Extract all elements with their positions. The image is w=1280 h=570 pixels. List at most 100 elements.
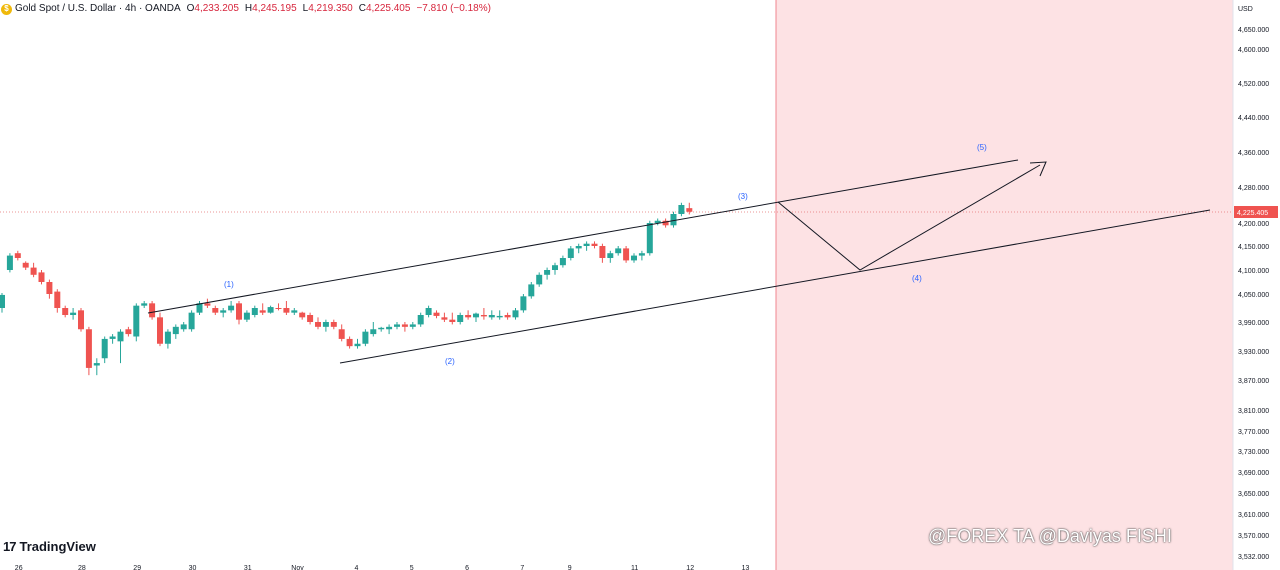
candle-body — [417, 315, 424, 325]
candle-body — [180, 324, 187, 330]
time-tick-label: 29 — [133, 565, 141, 570]
trend-channel — [147, 159, 1211, 364]
candle-body — [457, 315, 464, 322]
candle-body — [38, 272, 45, 282]
wave-labels: (1) (2) (3) (4) (5) — [224, 143, 987, 366]
low-value: 4,219.350 — [308, 3, 353, 14]
candle-body — [504, 315, 511, 318]
candle-body — [394, 324, 400, 327]
candle-body — [164, 331, 171, 344]
wave-label-1: (1) — [224, 280, 234, 289]
price-tick-label: 4,520.000 — [1238, 81, 1269, 88]
channel-upper-line — [147, 159, 1019, 314]
candle-body — [552, 265, 558, 270]
time-axis[interactable]: 26 28 29 30 31 Nov 4 5 6 7 9 11 12 13 — [15, 565, 750, 570]
price-tick-label: 4,150.000 — [1238, 244, 1269, 251]
candle-body — [346, 338, 353, 347]
price-tick-label: 3,990.000 — [1238, 320, 1269, 327]
last-price-badge — [1234, 206, 1278, 218]
candle-body — [141, 303, 148, 306]
projection-arrowhead — [1029, 161, 1047, 177]
candle-body — [196, 303, 203, 313]
price-tick-label: 4,280.000 — [1238, 185, 1269, 192]
candle-body — [441, 317, 448, 320]
price-tick-label: 3,730.000 — [1238, 449, 1269, 456]
candle-body — [188, 312, 195, 330]
candle-body — [46, 282, 53, 294]
symbol-header: $ Gold Spot / U.S. Dollar · 4h · OANDA O… — [0, 2, 491, 16]
candle-body — [70, 312, 77, 315]
candle-body — [544, 270, 551, 275]
change-value: −7.810 (−0.18%) — [416, 3, 491, 14]
candle-body — [93, 363, 100, 366]
candle-body — [615, 248, 622, 254]
candle-body — [212, 308, 219, 313]
candle-body — [85, 329, 92, 368]
candle-body — [559, 258, 566, 266]
candle-body — [315, 322, 321, 327]
time-tick-label: 11 — [631, 565, 638, 570]
price-tick-label: 3,930.000 — [1238, 349, 1269, 356]
time-tick-label: 12 — [686, 565, 694, 570]
time-tick-label: 6 — [465, 565, 469, 570]
price-axis[interactable]: 4,650.000 4,600.000 4,520.000 4,440.000 4,36… — [1238, 27, 1269, 561]
candle-body — [54, 291, 61, 308]
time-tick-label: 13 — [742, 565, 750, 570]
wave-label-5: (5) — [977, 143, 987, 152]
candle-body — [678, 205, 685, 214]
wave-label-2: (2) — [445, 357, 455, 366]
candle-body — [322, 322, 329, 327]
price-tick-label: 3,650.000 — [1238, 491, 1269, 498]
tradingview-logo[interactable]: 17 TradingView — [3, 539, 96, 554]
candle-body — [370, 329, 377, 335]
candle-body — [528, 284, 535, 297]
symbol-title[interactable]: Gold Spot / U.S. Dollar · 4h · OANDA — [15, 3, 181, 14]
high-value: 4,245.195 — [252, 3, 297, 14]
candle-body — [330, 322, 337, 327]
time-tick-label: 28 — [78, 565, 86, 570]
candle-body — [78, 310, 84, 330]
candle-body — [14, 253, 21, 258]
open-value: 4,233.205 — [194, 3, 239, 14]
gold-coin-icon: $ — [1, 3, 12, 15]
price-tick-label: 3,690.000 — [1238, 470, 1269, 477]
price-tick-label: 3,570.000 — [1238, 533, 1269, 540]
candle-body — [409, 324, 416, 327]
price-tick-label: 4,600.000 — [1238, 47, 1269, 54]
candle-body — [583, 243, 590, 246]
candle-body — [623, 248, 630, 261]
candle-body — [172, 326, 179, 335]
close-value: 4,225.405 — [365, 3, 411, 14]
time-tick-label: 9 — [568, 565, 572, 570]
candle-body — [433, 312, 440, 316]
time-tick-label: 30 — [189, 565, 197, 570]
candle-body — [670, 214, 677, 226]
candle-body — [654, 220, 661, 223]
time-tick-label: 5 — [410, 565, 414, 570]
candle-body — [267, 307, 274, 313]
price-tick-label: 4,650.000 — [1238, 27, 1269, 34]
candle-body — [62, 308, 69, 315]
open-label: O — [186, 3, 195, 14]
candle-body — [251, 308, 258, 315]
watermark: @FOREX TA @Daviyas FISHI — [928, 526, 1172, 546]
price-tick-label: 3,770.000 — [1238, 429, 1269, 436]
candle-body — [101, 338, 108, 359]
candle-body — [204, 303, 211, 306]
candle-body — [157, 317, 163, 344]
time-tick-label: 31 — [244, 565, 252, 570]
candle-body — [109, 336, 116, 339]
candle-body — [283, 308, 290, 313]
channel-lower-line — [339, 209, 1211, 364]
candle-body — [567, 248, 574, 258]
candle-body — [496, 315, 503, 318]
high-label: H — [244, 3, 253, 14]
time-tick-label: Nov — [291, 565, 304, 570]
candles — [0, 202, 693, 376]
candle-body — [275, 308, 282, 309]
prediction-zone — [776, 0, 1233, 570]
candle-body — [591, 243, 598, 246]
wave-label-3: (3) — [738, 192, 748, 201]
price-tick-label: 3,610.000 — [1238, 512, 1269, 519]
